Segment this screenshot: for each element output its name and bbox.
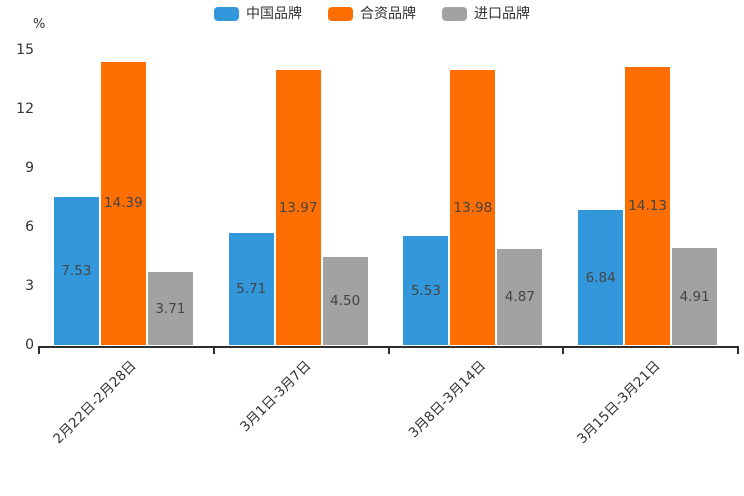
legend-label: 合资品牌: [360, 6, 416, 22]
x-axis-tick-mark: [38, 348, 40, 354]
y-tick-label: 0: [25, 337, 34, 353]
y-tick-label: 12: [16, 101, 34, 117]
x-axis-tick-mark: [387, 348, 390, 354]
y-tick-label: 3: [25, 278, 34, 294]
bar-中国品牌-2: [403, 236, 449, 345]
y-tick-label: 6: [25, 219, 34, 235]
bar-中国品牌-3: [578, 210, 624, 345]
x-tick-label-2: 3月8日-3月14日: [405, 357, 490, 442]
bar-进口品牌-2: [497, 249, 543, 345]
bar-value-label: 13.97: [278, 199, 318, 216]
legend-item-0[interactable]: 中国品牌: [214, 7, 302, 21]
chart-legend: 中国品牌 合资品牌 进口品牌: [0, 7, 744, 21]
x-axis-tick-mark: [737, 348, 739, 354]
y-axis-unit-label: %: [33, 17, 46, 32]
legend-label: 进口品牌: [474, 6, 530, 22]
bar-value-label: 7.53: [61, 262, 92, 279]
bar-合资品牌-0: [100, 61, 146, 345]
bar-value-label: 14.39: [104, 195, 143, 212]
bar-合资品牌-1: [275, 70, 321, 345]
x-tick-label-1: 3月1日-3月7日: [237, 357, 315, 436]
legend-swatch-icon: [328, 7, 353, 21]
bar-value-label: 5.53: [410, 282, 441, 299]
bar-value-label: 4.50: [330, 292, 361, 309]
legend-label: 中国品牌: [246, 6, 302, 22]
y-tick-label: 15: [16, 42, 34, 58]
bar-进口品牌-1: [322, 256, 368, 345]
bar-进口品牌-0: [147, 272, 193, 345]
bar-value-label: 14.13: [628, 198, 667, 215]
bar-value-label: 13.98: [453, 199, 493, 216]
bar-value-label: 4.87: [504, 289, 535, 306]
bar-进口品牌-3: [672, 248, 718, 345]
bar-合资品牌-2: [450, 70, 496, 345]
legend-swatch-icon: [214, 7, 239, 21]
legend-swatch-icon: [442, 7, 467, 21]
legend-item-1[interactable]: 合资品牌: [328, 7, 416, 21]
bar-中国品牌-0: [53, 196, 99, 345]
x-axis-tick-mark: [562, 348, 565, 354]
x-tick-label-0: 2月22日-2月28日: [50, 357, 140, 448]
bar-value-label: 3.71: [155, 300, 186, 317]
x-axis-line: [38, 346, 739, 348]
bar-value-label: 4.91: [679, 288, 710, 305]
bar-合资品牌-3: [625, 67, 671, 345]
bar-value-label: 6.84: [585, 269, 616, 286]
x-tick-label-3: 3月15日-3月21日: [574, 357, 664, 448]
y-tick-label: 9: [25, 160, 34, 176]
bar-value-label: 5.71: [236, 280, 267, 297]
bar-中国品牌-1: [228, 232, 274, 345]
x-axis-tick-mark: [212, 348, 215, 354]
legend-item-2[interactable]: 进口品牌: [442, 7, 530, 21]
